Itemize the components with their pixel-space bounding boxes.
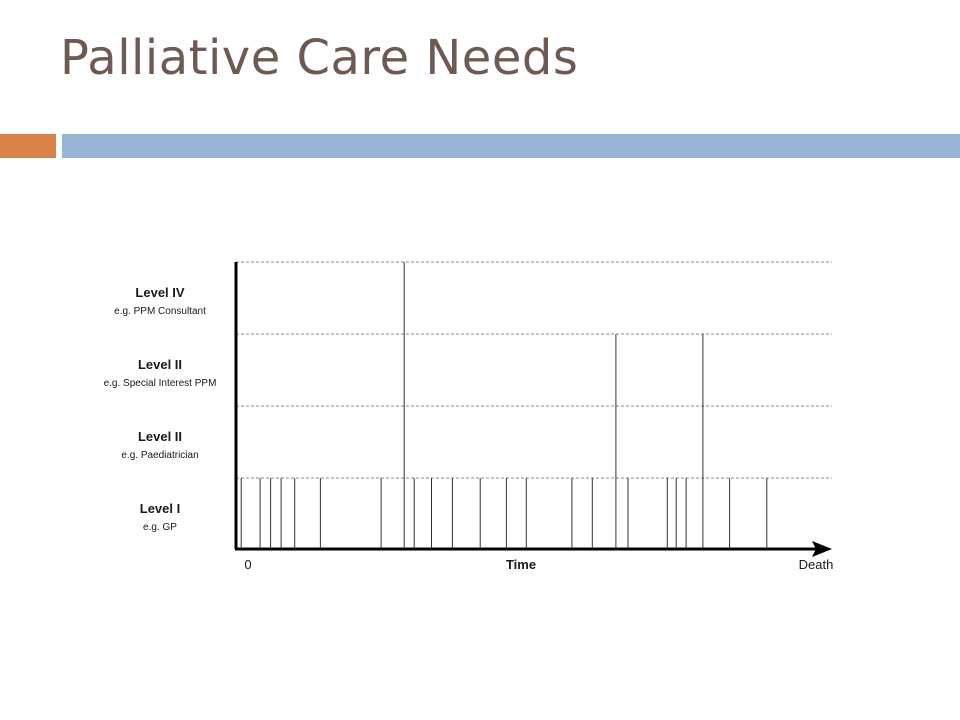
accent-bar-orange	[0, 134, 56, 158]
x-axis-title: Time	[506, 557, 536, 572]
accent-bar-blue	[62, 134, 960, 158]
level-label-example: e.g. Special Interest PPM	[104, 378, 217, 389]
x-axis-start-label: 0	[244, 557, 251, 572]
level-label-name: Level IV	[135, 285, 184, 300]
care-spikes	[240, 262, 768, 549]
level-label-example: e.g. PPM Consultant	[114, 306, 206, 317]
level-label-name: Level I	[140, 501, 180, 516]
x-axis-arrowhead	[812, 541, 832, 557]
level-label-example: e.g. Paediatrician	[121, 450, 198, 461]
level-label-example: e.g. GP	[143, 522, 177, 533]
slide-title: Palliative Care Needs	[60, 30, 579, 86]
level-label-name: Level II	[138, 429, 182, 444]
level-label-name: Level II	[138, 357, 182, 372]
x-axis-end-label: Death	[799, 557, 834, 572]
